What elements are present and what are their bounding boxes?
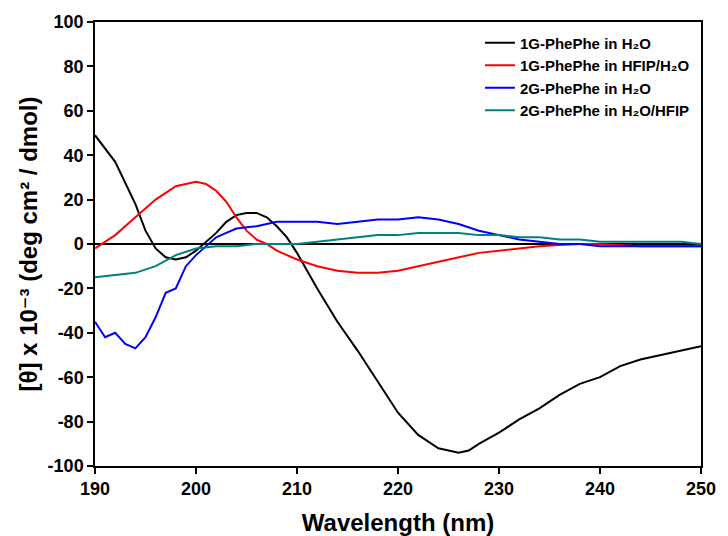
svg-text:240: 240 bbox=[585, 479, 615, 499]
svg-text:0: 0 bbox=[74, 234, 84, 254]
svg-text:[θ] x 10⁻³ (deg cm² / dmol): [θ] x 10⁻³ (deg cm² / dmol) bbox=[15, 97, 42, 392]
svg-text:60: 60 bbox=[64, 101, 84, 121]
svg-text:230: 230 bbox=[484, 479, 514, 499]
svg-text:Wavelength (nm): Wavelength (nm) bbox=[302, 509, 494, 536]
svg-text:-40: -40 bbox=[58, 323, 84, 343]
svg-text:40: 40 bbox=[64, 146, 84, 166]
svg-text:190: 190 bbox=[80, 479, 110, 499]
svg-text:250: 250 bbox=[686, 479, 716, 499]
svg-text:80: 80 bbox=[64, 57, 84, 77]
svg-text:220: 220 bbox=[383, 479, 413, 499]
svg-text:2G-PhePhe in H₂O/HFIP: 2G-PhePhe in H₂O/HFIP bbox=[520, 102, 689, 119]
svg-text:100: 100 bbox=[54, 12, 84, 32]
svg-text:2G-PhePhe in H₂O: 2G-PhePhe in H₂O bbox=[520, 80, 651, 97]
svg-text:1G-PhePhe in H₂O: 1G-PhePhe in H₂O bbox=[520, 35, 651, 52]
svg-text:-80: -80 bbox=[58, 412, 84, 432]
svg-text:1G-PhePhe in HFIP/H₂O: 1G-PhePhe in HFIP/H₂O bbox=[520, 57, 690, 74]
svg-text:20: 20 bbox=[64, 190, 84, 210]
svg-text:-20: -20 bbox=[58, 279, 84, 299]
svg-text:-60: -60 bbox=[58, 368, 84, 388]
svg-text:210: 210 bbox=[282, 479, 312, 499]
svg-text:-100: -100 bbox=[48, 456, 84, 476]
svg-text:200: 200 bbox=[181, 479, 211, 499]
